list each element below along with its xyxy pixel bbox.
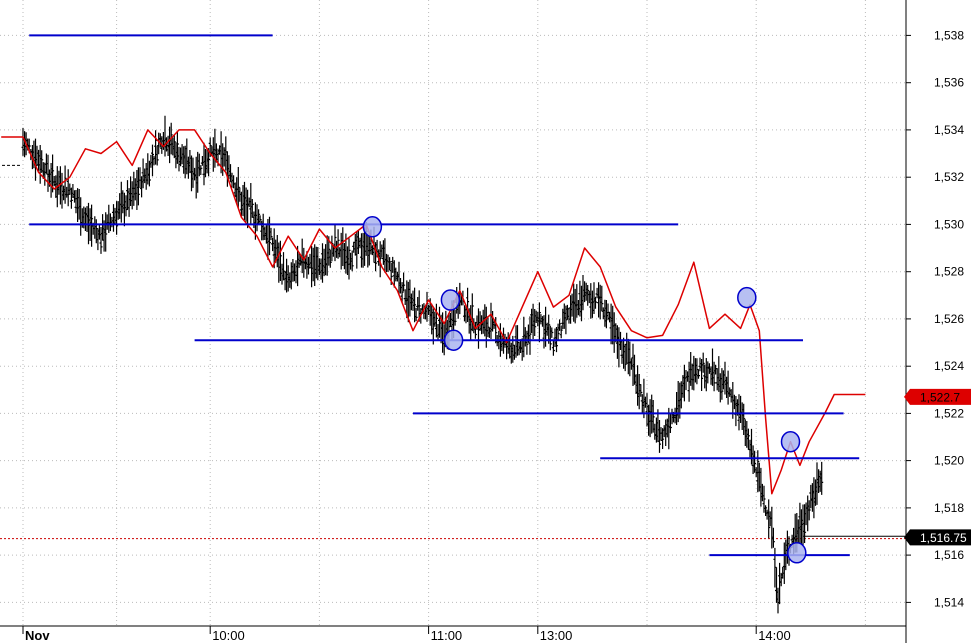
- last-value-badge-2: [904, 529, 971, 546]
- y-tick-label: 1,530: [934, 217, 964, 231]
- y-tick-label: 1,534: [934, 123, 964, 137]
- marker-circle-4[interactable]: [737, 286, 757, 309]
- x-tick-label: 11:00: [431, 628, 463, 643]
- x-tick-label: 13:00: [540, 628, 573, 643]
- last-value-badge-1: [904, 388, 971, 405]
- marker-circle-3[interactable]: [443, 329, 464, 351]
- y-tick-label: 1,518: [934, 501, 964, 515]
- y-tick-label: 1,524: [934, 359, 964, 373]
- y-tick-label: 1,522: [934, 406, 964, 420]
- y-tick-label: 1,514: [934, 595, 964, 609]
- y-tick-label: 1,520: [934, 454, 964, 468]
- y-tick-label: 1,532: [934, 170, 964, 184]
- y-tick-label: 1,526: [934, 312, 964, 326]
- marker-circle-1[interactable]: [362, 216, 383, 238]
- marker-circle-5[interactable]: [780, 430, 801, 453]
- last-value-label-1: 1,522.7: [920, 390, 960, 404]
- y-tick-label: 1,528: [934, 265, 964, 279]
- x-tick-label: Nov: [25, 628, 50, 643]
- y-tick-label: 1,538: [934, 28, 964, 42]
- marker-circle-2[interactable]: [440, 289, 461, 311]
- indicator-line-series: [1, 129, 866, 495]
- marker-circle-6[interactable]: [787, 542, 807, 564]
- x-tick-label: 14:00: [758, 628, 791, 643]
- y-tick-label: 1,536: [934, 76, 964, 90]
- x-tick-label: 10:00: [212, 628, 245, 643]
- last-value-label-2: 1,516.75: [920, 531, 967, 545]
- y-tick-label: 1,516: [934, 548, 964, 562]
